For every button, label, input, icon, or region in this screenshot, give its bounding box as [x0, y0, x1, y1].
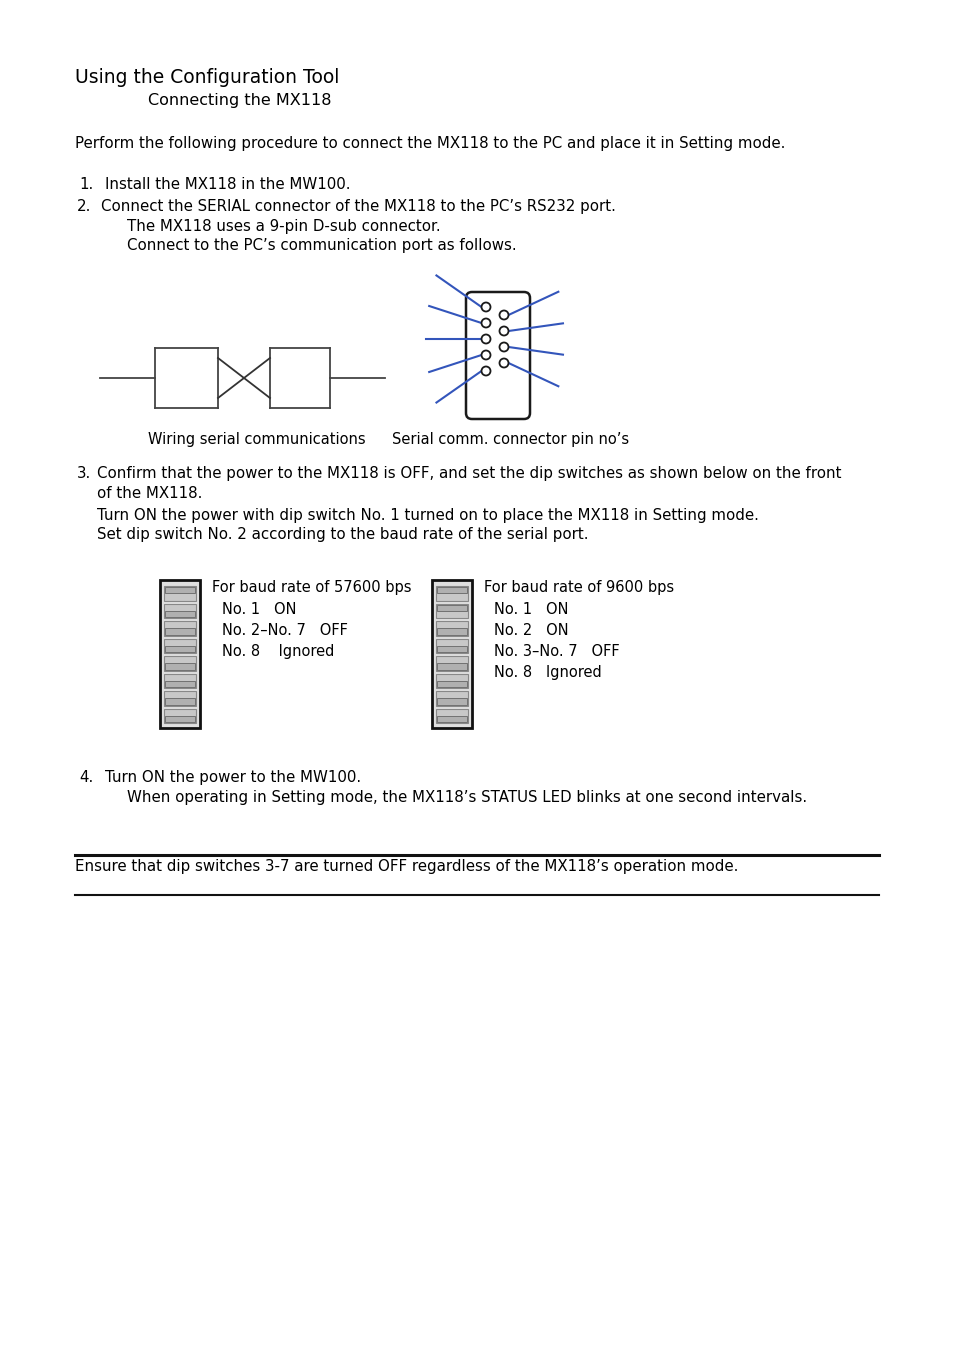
Text: Perform the following procedure to connect the MX118 to the PC and place it in S: Perform the following procedure to conne… [75, 136, 784, 151]
Circle shape [499, 311, 508, 319]
Text: 3.: 3. [77, 466, 91, 481]
Bar [164, 708, 195, 723]
Circle shape [499, 358, 508, 367]
Circle shape [499, 327, 508, 335]
Bar [164, 690, 195, 705]
Bar [436, 716, 467, 721]
Text: of the MX118.: of the MX118. [97, 486, 202, 501]
Text: No. 8   Ignored: No. 8 Ignored [494, 665, 601, 680]
Bar [436, 628, 467, 635]
Text: 2.: 2. [77, 199, 91, 213]
Bar [165, 611, 194, 617]
Text: The MX118 uses a 9-pin D-sub connector.: The MX118 uses a 9-pin D-sub connector. [127, 219, 440, 234]
Text: Wiring serial communications: Wiring serial communications [148, 432, 365, 447]
Bar [165, 663, 194, 670]
Circle shape [481, 303, 490, 312]
Bar [164, 639, 195, 653]
Bar [436, 674, 468, 688]
Circle shape [481, 350, 490, 359]
Circle shape [499, 343, 508, 351]
Bar [436, 690, 468, 705]
Bar [436, 681, 467, 688]
Bar [436, 586, 467, 593]
Bar [436, 646, 467, 653]
Text: Connect the SERIAL connector of the MX118 to the PC’s RS232 port.: Connect the SERIAL connector of the MX11… [101, 199, 616, 213]
Text: Connect to the PC’s communication port as follows.: Connect to the PC’s communication port a… [127, 238, 517, 253]
Bar [164, 586, 195, 600]
Bar [164, 674, 195, 688]
Bar [164, 604, 195, 617]
Bar [436, 604, 467, 611]
Text: 1.: 1. [79, 177, 93, 192]
Text: 4.: 4. [79, 770, 93, 785]
Text: No. 1   ON: No. 1 ON [494, 603, 568, 617]
Text: Connecting the MX118: Connecting the MX118 [148, 93, 331, 108]
Text: Ensure that dip switches 3-7 are turned OFF regardless of the MX118’s operation : Ensure that dip switches 3-7 are turned … [75, 859, 738, 874]
Text: Serial comm. connector pin no’s: Serial comm. connector pin no’s [392, 432, 628, 447]
Text: Using the Configuration Tool: Using the Configuration Tool [75, 68, 339, 86]
Bar [165, 681, 194, 688]
Text: Turn ON the power to the MW100.: Turn ON the power to the MW100. [105, 770, 361, 785]
Text: Install the MX118 in the MW100.: Install the MX118 in the MW100. [105, 177, 350, 192]
Text: No. 2   ON: No. 2 ON [494, 623, 568, 638]
Bar [436, 639, 468, 653]
Bar [436, 663, 467, 670]
Text: When operating in Setting mode, the MX118’s STATUS LED blinks at one second inte: When operating in Setting mode, the MX11… [127, 790, 806, 805]
Bar [436, 698, 467, 704]
Text: No. 2–No. 7   OFF: No. 2–No. 7 OFF [222, 623, 348, 638]
Bar [436, 657, 468, 670]
Bar [436, 586, 468, 600]
FancyBboxPatch shape [465, 292, 530, 419]
Bar [436, 708, 468, 723]
Text: No. 3–No. 7   OFF: No. 3–No. 7 OFF [494, 644, 619, 659]
Text: For baud rate of 9600 bps: For baud rate of 9600 bps [483, 580, 674, 594]
Text: Set dip switch No. 2 according to the baud rate of the serial port.: Set dip switch No. 2 according to the ba… [97, 527, 588, 542]
Circle shape [481, 366, 490, 376]
Text: No. 8    Ignored: No. 8 Ignored [222, 644, 334, 659]
Circle shape [481, 335, 490, 343]
Bar [165, 586, 194, 593]
Bar [165, 716, 194, 721]
Bar [436, 604, 468, 617]
Bar [165, 646, 194, 653]
Bar [165, 698, 194, 704]
Text: For baud rate of 57600 bps: For baud rate of 57600 bps [212, 580, 411, 594]
Text: Turn ON the power with dip switch No. 1 turned on to place the MX118 in Setting : Turn ON the power with dip switch No. 1 … [97, 508, 758, 523]
Bar [436, 621, 468, 635]
Bar [164, 657, 195, 670]
Circle shape [481, 319, 490, 327]
Text: Confirm that the power to the MX118 is OFF, and set the dip switches as shown be: Confirm that the power to the MX118 is O… [97, 466, 841, 481]
Bar [164, 621, 195, 635]
Text: No. 1   ON: No. 1 ON [222, 603, 296, 617]
Bar [165, 628, 194, 635]
Bar [432, 580, 472, 728]
Bar [160, 580, 200, 728]
